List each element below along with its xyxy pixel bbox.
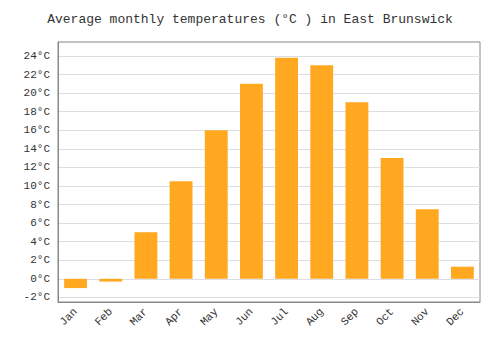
svg-text:Nov: Nov [409,305,432,328]
svg-text:14°C: 14°C [24,143,51,155]
svg-text:Apr: Apr [163,306,185,328]
svg-text:12°C: 12°C [24,161,51,173]
svg-text:24°C: 24°C [24,50,51,62]
svg-text:Feb: Feb [93,306,115,328]
svg-text:2°C: 2°C [30,254,50,266]
svg-text:Average monthly temperatures (: Average monthly temperatures (°C ) in Ea… [47,12,453,27]
svg-text:8°C: 8°C [30,199,50,211]
svg-text:4°C: 4°C [30,236,50,248]
svg-text:Jul: Jul [268,306,290,328]
svg-text:18°C: 18°C [24,106,51,118]
svg-text:22°C: 22°C [24,69,51,81]
svg-text:16°C: 16°C [24,124,51,136]
svg-text:6°C: 6°C [30,217,50,229]
svg-text:Oct: Oct [374,306,396,328]
svg-text:Sep: Sep [339,306,361,328]
svg-text:0°C: 0°C [30,273,50,285]
svg-text:10°C: 10°C [24,180,51,192]
svg-text:Aug: Aug [304,306,326,328]
svg-text:May: May [198,305,221,328]
svg-text:Dec: Dec [444,306,466,328]
svg-text:-2°C: -2°C [24,291,51,303]
svg-text:Mar: Mar [128,306,150,328]
svg-text:Jan: Jan [57,306,79,328]
svg-text:20°C: 20°C [24,87,51,99]
svg-text:Jun: Jun [233,306,255,328]
